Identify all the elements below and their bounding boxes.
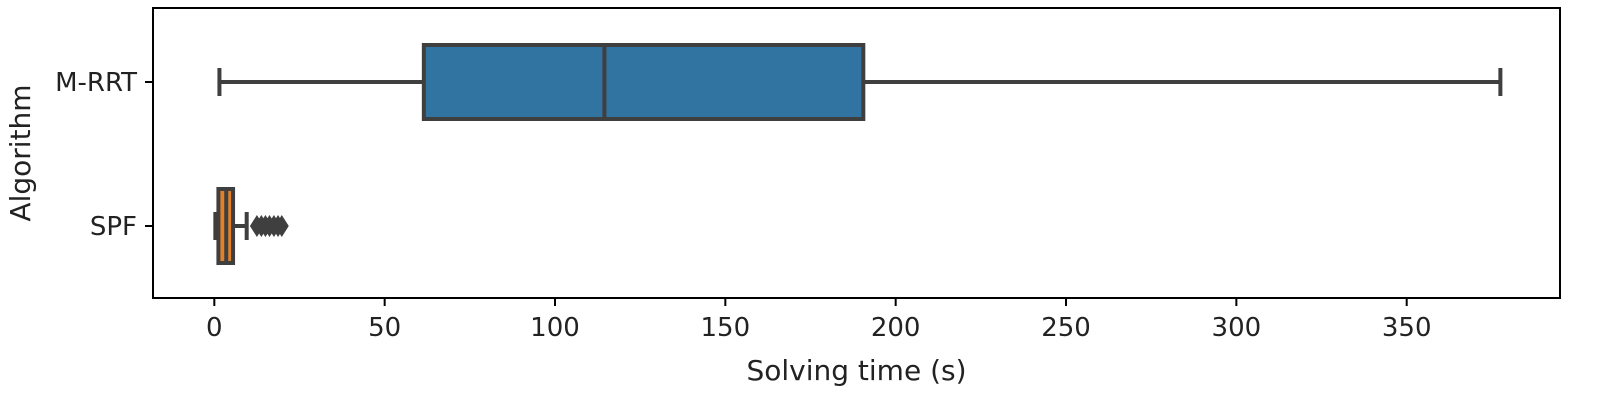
x-tick-label: 0 (206, 313, 223, 343)
axis-layer: M-RRT SPF 0 50 100 150 200 250 300 350 (55, 68, 1431, 343)
y-tick-label: M-RRT (55, 68, 137, 98)
x-tick-label: 350 (1382, 313, 1432, 343)
box-group-spf (213, 187, 289, 265)
y-axis-label: Algorithm (4, 84, 37, 221)
y-tick-label: SPF (90, 212, 137, 242)
x-axis-label: Solving time (s) (746, 354, 966, 387)
box-group-m-rrt (217, 43, 1503, 121)
x-tick-label: 200 (871, 313, 921, 343)
plot-layer (213, 43, 1503, 265)
x-tick-label: 150 (701, 313, 751, 343)
x-tick-label: 250 (1041, 313, 1091, 343)
outlier-point (274, 215, 289, 237)
x-tick-label: 50 (368, 313, 401, 343)
plot-frame (152, 7, 1561, 299)
x-tick-label: 100 (530, 313, 580, 343)
iqr-box (421, 43, 866, 121)
x-tick-label: 300 (1212, 313, 1262, 343)
